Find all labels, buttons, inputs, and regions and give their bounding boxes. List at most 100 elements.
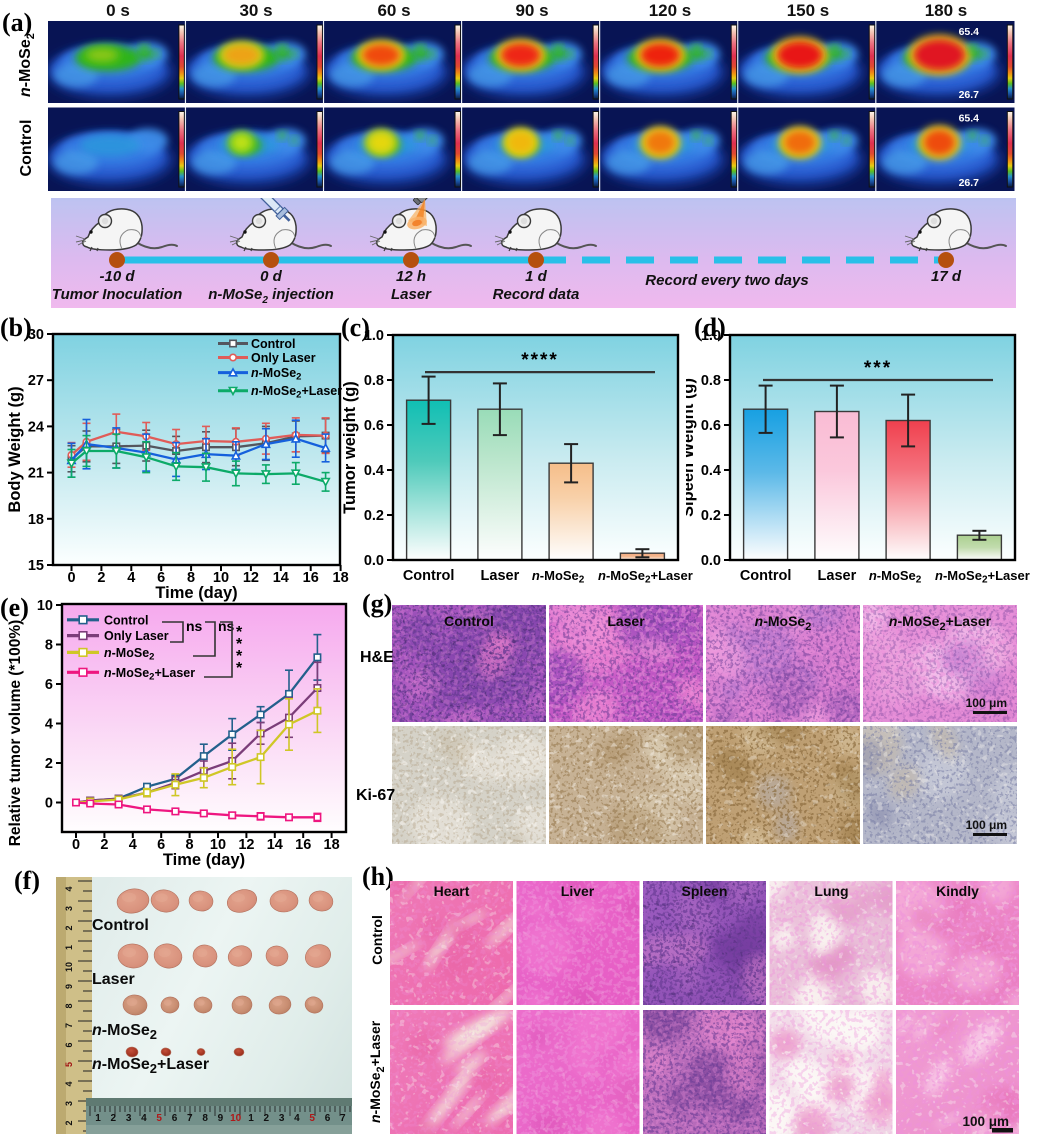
svg-text:10: 10 bbox=[213, 570, 229, 586]
svg-text:4: 4 bbox=[129, 837, 137, 853]
svg-text:n-MoSe2: n-MoSe2 bbox=[532, 568, 585, 586]
svg-text:1.0: 1.0 bbox=[364, 328, 384, 344]
svg-text:10: 10 bbox=[230, 1113, 242, 1124]
svg-text:4: 4 bbox=[64, 1081, 74, 1086]
svg-text:14: 14 bbox=[273, 570, 289, 586]
svg-text:0.6: 0.6 bbox=[364, 418, 384, 434]
svg-text:18: 18 bbox=[333, 570, 349, 586]
svg-text:6: 6 bbox=[157, 570, 165, 586]
svg-text:1: 1 bbox=[95, 1113, 101, 1124]
svg-text:8: 8 bbox=[187, 570, 195, 586]
svg-text:2: 2 bbox=[111, 1113, 117, 1124]
svg-text:*: * bbox=[236, 624, 243, 641]
svg-text:2: 2 bbox=[45, 756, 53, 772]
svg-text:18: 18 bbox=[28, 512, 44, 528]
svg-text:8: 8 bbox=[186, 837, 194, 853]
svg-text:8: 8 bbox=[64, 1003, 74, 1008]
svg-text:2: 2 bbox=[97, 570, 105, 586]
svg-text:0.0: 0.0 bbox=[701, 553, 721, 569]
svg-text:9: 9 bbox=[218, 1113, 224, 1124]
svg-text:Tumor weight (g): Tumor weight (g) bbox=[341, 381, 359, 514]
svg-text:26.7: 26.7 bbox=[959, 177, 980, 189]
svg-text:7: 7 bbox=[187, 1113, 193, 1124]
svg-text:3: 3 bbox=[279, 1113, 285, 1124]
svg-text:0.2: 0.2 bbox=[364, 508, 384, 524]
svg-text:15: 15 bbox=[28, 558, 44, 574]
svg-text:*: * bbox=[236, 660, 243, 677]
svg-text:100 μm: 100 μm bbox=[966, 818, 1007, 832]
svg-text:0: 0 bbox=[67, 570, 75, 586]
svg-text:3: 3 bbox=[64, 906, 74, 911]
svg-text:Control: Control bbox=[403, 568, 455, 584]
svg-text:65.4: 65.4 bbox=[959, 113, 980, 125]
svg-text:Control: Control bbox=[251, 337, 295, 351]
svg-text:Slpeen Weight (g): Slpeen Weight (g) bbox=[686, 378, 697, 517]
svg-text:6: 6 bbox=[325, 1113, 331, 1124]
svg-text:5: 5 bbox=[64, 1062, 74, 1067]
svg-text:Laser: Laser bbox=[818, 568, 857, 584]
svg-text:3: 3 bbox=[126, 1113, 132, 1124]
svg-text:4: 4 bbox=[64, 886, 74, 891]
svg-text:n-MoSe2+Laser: n-MoSe2+Laser bbox=[935, 568, 1030, 586]
svg-text:Control: Control bbox=[740, 568, 792, 584]
svg-text:ns: ns bbox=[186, 618, 203, 634]
svg-text:0.4: 0.4 bbox=[701, 463, 721, 479]
svg-text:4: 4 bbox=[294, 1113, 300, 1124]
svg-text:9: 9 bbox=[64, 984, 74, 989]
svg-text:16: 16 bbox=[303, 570, 319, 586]
svg-text:n-MoSe2+Laser: n-MoSe2+Laser bbox=[598, 568, 693, 586]
svg-text:n-MoSe2: n-MoSe2 bbox=[104, 646, 154, 663]
svg-text:2: 2 bbox=[264, 1113, 270, 1124]
svg-text:Only Laser: Only Laser bbox=[104, 629, 169, 643]
svg-text:100 μm: 100 μm bbox=[962, 1114, 1009, 1129]
svg-text:27: 27 bbox=[28, 373, 44, 389]
svg-text:8: 8 bbox=[202, 1113, 208, 1124]
svg-text:26.7: 26.7 bbox=[959, 89, 980, 101]
svg-text:21: 21 bbox=[28, 466, 44, 482]
svg-text:1.0: 1.0 bbox=[701, 328, 721, 344]
svg-text:10: 10 bbox=[37, 598, 53, 614]
svg-text:Control: Control bbox=[104, 613, 148, 627]
svg-text:n-MoSe2: n-MoSe2 bbox=[251, 366, 301, 383]
svg-text:Time (day): Time (day) bbox=[163, 851, 245, 869]
svg-text:*: * bbox=[236, 636, 243, 653]
svg-text:100 μm: 100 μm bbox=[966, 696, 1007, 710]
svg-text:24: 24 bbox=[28, 419, 44, 435]
svg-text:0.6: 0.6 bbox=[701, 418, 721, 434]
svg-text:2: 2 bbox=[64, 925, 74, 930]
svg-text:Body Weight (g): Body Weight (g) bbox=[6, 386, 24, 512]
svg-text:0.4: 0.4 bbox=[364, 463, 384, 479]
svg-text:5: 5 bbox=[156, 1113, 162, 1124]
svg-text:16: 16 bbox=[295, 837, 311, 853]
svg-text:14: 14 bbox=[267, 837, 283, 853]
svg-text:2: 2 bbox=[100, 837, 108, 853]
svg-text:8: 8 bbox=[45, 638, 53, 654]
svg-text:18: 18 bbox=[324, 837, 340, 853]
svg-text:2: 2 bbox=[64, 1120, 74, 1125]
svg-text:***: *** bbox=[864, 358, 892, 379]
svg-text:10: 10 bbox=[210, 837, 226, 853]
svg-text:12: 12 bbox=[243, 570, 259, 586]
svg-text:Relative tumor volume (*100%): Relative tumor volume (*100%) bbox=[7, 620, 24, 847]
svg-text:0: 0 bbox=[72, 837, 80, 853]
svg-text:30: 30 bbox=[28, 327, 44, 343]
svg-text:6: 6 bbox=[45, 677, 53, 693]
svg-text:7: 7 bbox=[64, 1023, 74, 1028]
svg-text:4: 4 bbox=[127, 570, 135, 586]
svg-text:12: 12 bbox=[238, 837, 254, 853]
svg-text:0.2: 0.2 bbox=[701, 508, 721, 524]
svg-text:Only Laser: Only Laser bbox=[251, 351, 316, 365]
svg-text:10: 10 bbox=[64, 962, 74, 972]
svg-text:1: 1 bbox=[248, 1113, 254, 1124]
svg-text:7: 7 bbox=[340, 1113, 346, 1124]
svg-text:Time (day): Time (day) bbox=[155, 584, 237, 602]
svg-text:4: 4 bbox=[45, 717, 53, 733]
svg-text:0.0: 0.0 bbox=[364, 553, 384, 569]
svg-text:1: 1 bbox=[64, 945, 74, 950]
svg-text:6: 6 bbox=[172, 1113, 178, 1124]
svg-text:4: 4 bbox=[141, 1113, 147, 1124]
svg-text:Laser: Laser bbox=[481, 568, 520, 584]
svg-text:n-MoSe2+Laser: n-MoSe2+Laser bbox=[104, 666, 195, 683]
svg-text:6: 6 bbox=[64, 1042, 74, 1047]
svg-text:3: 3 bbox=[64, 1101, 74, 1106]
